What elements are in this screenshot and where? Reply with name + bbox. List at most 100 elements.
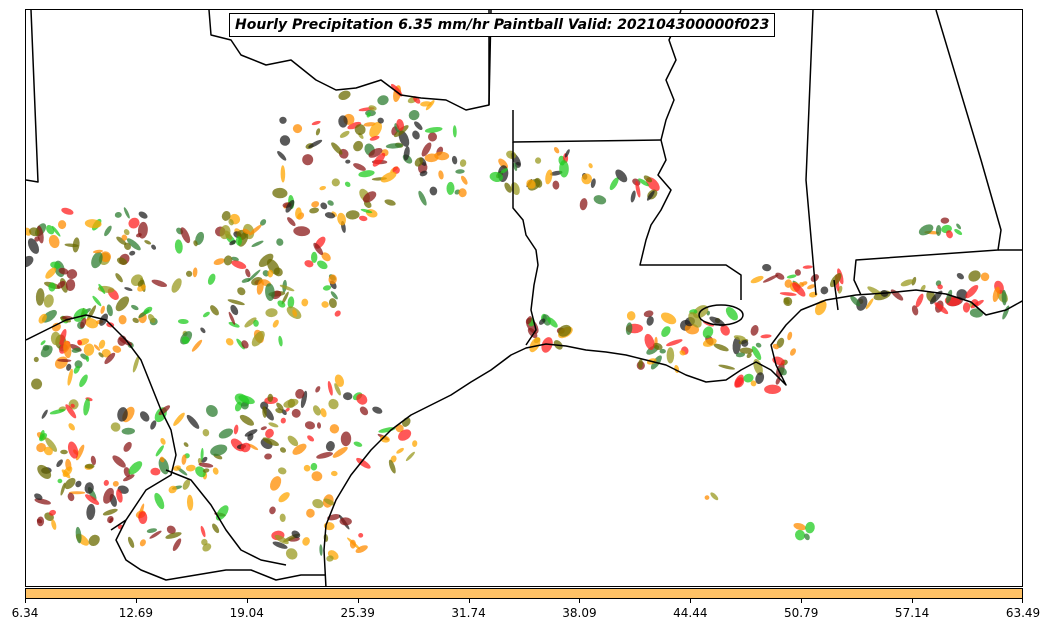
precip-blob [378,427,396,433]
precip-blob [344,181,351,187]
precip-blob [116,489,123,503]
precip-blob [900,279,914,287]
precip-blob [202,429,210,437]
precip-blob [237,287,246,296]
precip-blob [230,304,239,316]
precip-blob [760,334,772,339]
precip-blob [280,165,286,183]
precip-blob [581,173,593,185]
precip-blob [309,207,320,214]
precip-blob [138,211,148,219]
precip-blob [438,170,444,180]
precip-blob [67,368,73,386]
precip-blob [84,482,94,494]
precip-blob [377,117,384,124]
precip-blob [343,392,353,401]
precip-blob [545,169,553,185]
precip-blob [123,441,132,452]
precip-blob [71,347,81,353]
precip-blob [937,284,943,290]
precip-blob [419,170,428,177]
precip-blob [969,308,984,318]
precip-blob [414,121,423,131]
precip-blob [256,279,264,295]
precip-blob [247,433,254,441]
mississippi-river [639,10,742,300]
precip-blob [75,444,85,461]
precip-blob [181,336,190,345]
precip-blob [265,428,274,439]
precip-blob [80,317,87,329]
precip-blob [311,120,321,126]
precip-blob [154,492,165,510]
precip-blob [91,251,103,269]
precip-blob [260,219,267,226]
precip-blob [559,160,569,178]
precip-blob [358,170,375,178]
precip-blob [192,267,198,278]
precip-blob [285,407,290,412]
precip-blob [112,455,126,468]
precip-blob [215,505,229,521]
precip-blob [541,337,553,353]
precip-blob [702,338,717,347]
precip-blob [291,408,301,418]
precip-blob [709,316,726,327]
ms-al-border [805,10,817,296]
precip-blob [915,293,924,308]
precip-blob [526,316,532,325]
precip-blob [129,250,136,256]
precip-blob [103,487,114,504]
precip-blob [311,251,318,263]
precip-blob [123,229,130,236]
precip-blob [385,143,403,149]
precip-blob [980,272,990,282]
precip-blob [212,523,220,534]
precip-blob [345,210,360,220]
precip-blob [202,468,210,473]
precip-blob [277,150,287,161]
precip-blob [547,317,558,328]
precip-blob [425,100,435,111]
precip-blob [278,335,283,347]
precip-blob [660,312,677,325]
precip-blob [320,202,328,210]
precip-blob [241,277,251,283]
precip-blob [452,125,457,138]
precip-blob [713,343,729,352]
precip-blob [241,340,249,349]
precip-blob [750,325,759,336]
precip-blob [355,545,368,553]
precip-blob [384,199,396,206]
precip-blob [182,479,191,490]
precip-blob [158,405,171,416]
precip-blob [353,140,364,152]
precip-blob [829,273,842,288]
precip-blob [865,298,874,310]
precip-blob [331,178,340,187]
precip-blob [301,298,309,307]
precip-blob [144,240,152,245]
precip-blob [274,534,289,545]
precip-blob [588,163,593,169]
precip-blob [275,408,283,414]
precip-blob [112,345,122,353]
precip-blob [195,466,206,478]
precip-blob [316,452,333,459]
precip-blob [380,171,397,183]
precip-blob [260,426,267,431]
colorbar [25,588,1023,599]
precip-blob [195,231,205,245]
precip-blob [292,309,298,317]
ok-tx-border [208,10,490,111]
precip-blob [239,414,254,426]
precip-blob [267,269,274,278]
colorbar-tick-label: 38.09 [562,606,597,620]
precip-blob [34,498,51,505]
precip-blob [60,482,66,496]
precip-blob [40,340,46,346]
precip-blob [787,331,793,341]
precip-blob [75,480,82,488]
precip-blob [398,429,412,441]
precip-blob [360,208,373,214]
